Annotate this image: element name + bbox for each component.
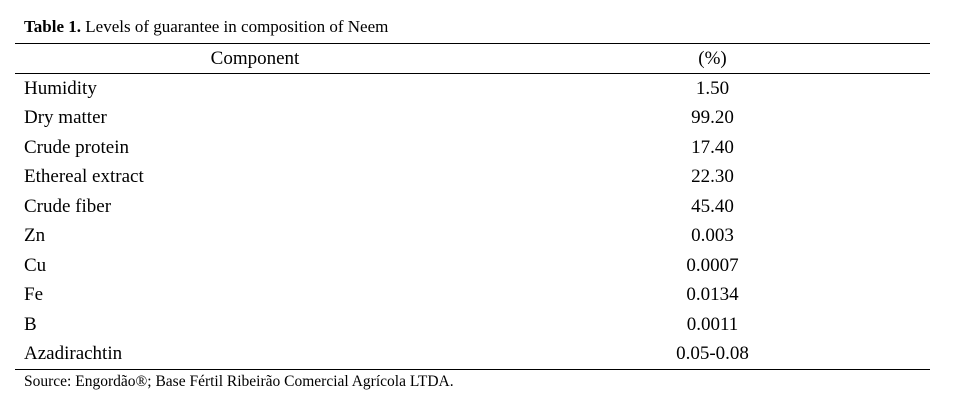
table-row: B 0.0011 — [15, 310, 930, 340]
table-row: Fe 0.0134 — [15, 281, 930, 311]
footnote: Source: Engordão®; Base Fértil Ribeirão … — [24, 373, 454, 390]
component-cell: Azadirachtin — [15, 339, 495, 370]
percent-cell: 22.30 — [691, 166, 734, 188]
component-cell: Ethereal extract — [24, 166, 144, 188]
table: Component (%) Humidity 1.50 Dry matter 99.2… — [15, 43, 930, 370]
table-row: Azadirachtin 0.05-0.08 — [15, 339, 930, 370]
caption-label: Table 1. — [24, 17, 82, 36]
table-row: Ethereal extract 22.30 — [15, 163, 930, 193]
component-cell: Humidity — [24, 77, 97, 99]
component-cell: Crude fiber — [24, 195, 112, 217]
percent-cell: 0.0011 — [686, 313, 739, 335]
component-cell: Crude protein — [24, 136, 130, 158]
component-cell: Fe — [24, 284, 43, 306]
header-cell: (%) — [495, 43, 930, 74]
caption-text: Levels of guarantee in composition of Ne… — [85, 17, 389, 36]
header-cell: Component — [15, 43, 495, 74]
component-cell: Dry matter — [24, 107, 107, 129]
percent-cell: 0.0007 — [686, 254, 739, 276]
component-cell: B — [24, 313, 37, 335]
percent-cell: 17.40 — [691, 136, 734, 158]
table-row: Dry matter 99.20 — [15, 104, 930, 134]
percent-cell: 0.0134 — [686, 284, 739, 306]
percent-cell: 99.20 — [691, 107, 734, 129]
table-row: Zn 0.003 — [15, 222, 930, 252]
percent-cell: 0.003 — [691, 225, 734, 247]
percent-cell: 45.40 — [691, 195, 734, 217]
component-cell: Zn — [24, 225, 46, 247]
table-row: Crude protein 17.40 — [15, 133, 930, 163]
table-row: Humidity 1.50 — [15, 74, 930, 104]
caption: Table 1. Levels of guarantee in composit… — [24, 17, 388, 37]
percent-cell: 1.50 — [695, 77, 730, 99]
table-row: Cu 0.0007 — [15, 251, 930, 281]
table-row: Crude fiber 45.40 — [15, 192, 930, 222]
table-body: Humidity 1.50 Dry matter 99.20 Crude protein… — [15, 74, 930, 370]
percent-cell: 0.05-0.08 — [495, 339, 930, 370]
component-cell: Cu — [24, 254, 47, 276]
header-row: Component (%) — [15, 43, 930, 74]
